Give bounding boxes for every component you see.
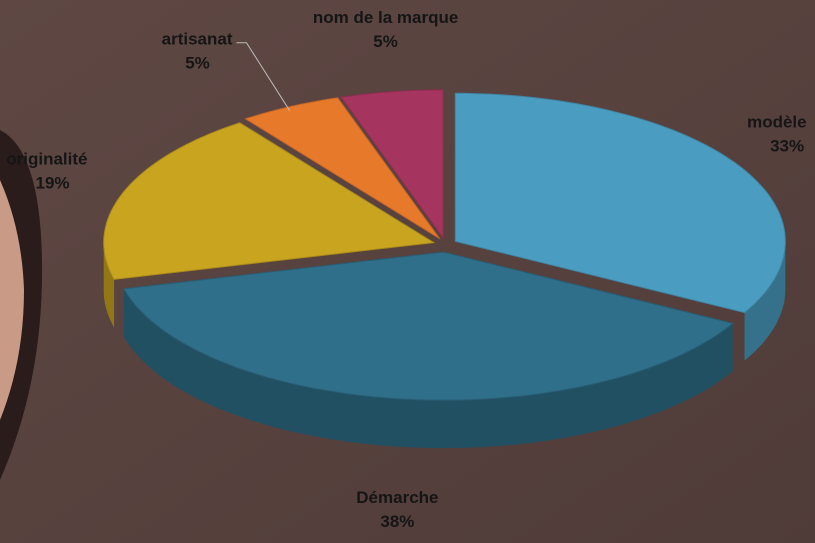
- slice-label: Démarche: [356, 488, 438, 507]
- chart: modèle 33% Démarche 38% originalité 19% artisa…: [0, 0, 815, 543]
- value-label: 33%: [770, 136, 804, 155]
- value-label: 38%: [380, 512, 414, 531]
- page: {"chart_data": {"type": "pie", "categori…: [0, 0, 815, 543]
- slice-label: originalité: [6, 150, 87, 169]
- value-label: 19%: [35, 174, 69, 193]
- value-label: 5%: [185, 53, 210, 72]
- slice-label: nom de la marque: [313, 8, 458, 27]
- slice-label: artisanat: [162, 29, 233, 48]
- slice-label: modèle: [747, 112, 807, 131]
- value-label: 5%: [373, 32, 398, 51]
